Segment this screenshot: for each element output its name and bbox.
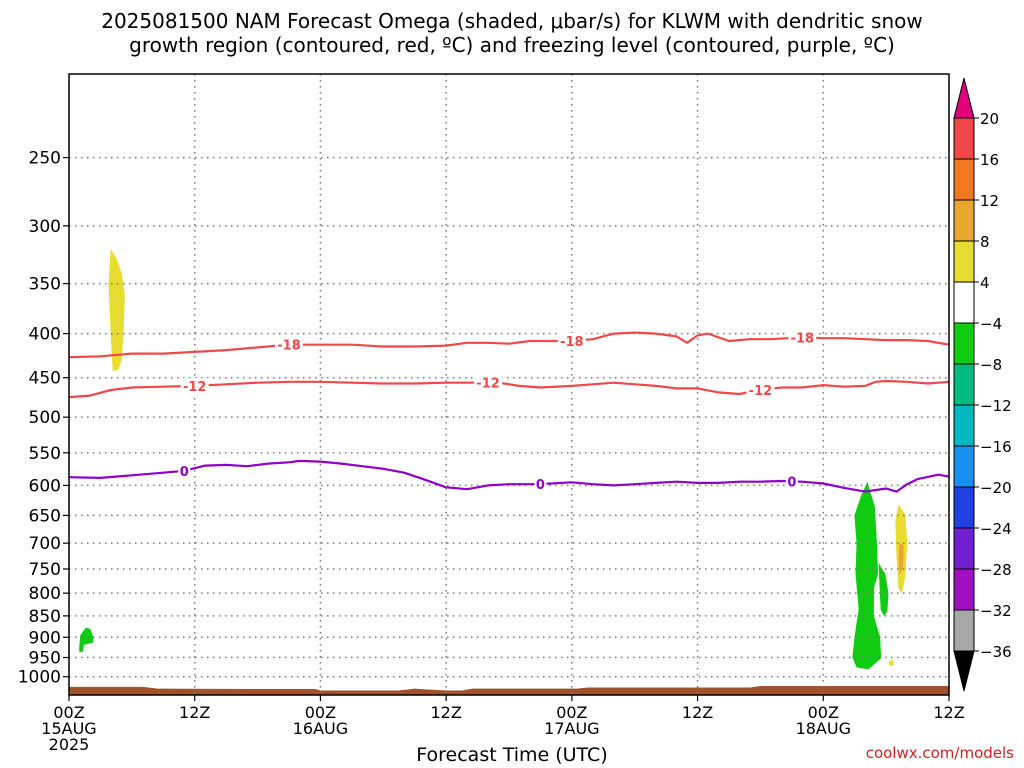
y-tick-label: 350 [29,275,61,295]
contour-line [68,379,950,399]
colorbar-box [953,240,975,283]
y-tick-label: 950 [29,649,61,669]
y-tick-label: 550 [29,444,61,464]
colorbar-label: −32 [980,602,1012,620]
contour-label-bg [275,336,303,353]
contour-line [68,459,950,493]
y-tick-label: 450 [29,369,61,389]
contour-label: -12 [183,380,207,395]
chart-title-line-1: 2025081500 NAM Forecast Omega (shaded, μ… [101,9,923,33]
x-tick-label: 12Z [933,703,964,722]
contour-label-bg [746,381,775,398]
x-tick-label: 00Z [808,703,839,722]
shaded-region-yellow-4-8-hour-4 [108,249,125,372]
y-tick-label: 500 [29,408,61,428]
contour-label-bg [788,329,817,346]
colorbar-label: −28 [980,561,1012,579]
shaded-region-green-hour-76 [852,481,882,670]
colorbar-label: −4 [980,315,1002,333]
colorbar-label: −8 [980,356,1002,374]
y-tick-label: 400 [29,325,61,345]
plot-frame [68,73,950,696]
colorbar-box [953,117,975,160]
shaded-region-terrain [69,686,949,695]
x-tick-label: 00Z [53,703,84,722]
contour-label: 0 [787,475,796,490]
contour-label-bg [180,377,209,394]
x-tick-label: 17AUG [544,719,599,738]
y-tick-label: 250 [29,149,61,169]
colorbar-box [953,199,975,242]
colorbar-box [953,527,975,570]
y-tick-label: 1000 [18,668,61,688]
contour-label-bg [534,475,547,492]
colorbar-label: 20 [980,110,999,128]
colorbar-box [953,158,975,201]
colorbar-box [953,281,975,324]
y-tick-label: 300 [29,217,61,237]
colorbar-box [953,404,975,447]
shaded-region-yellow-4-8-hour-78 [889,660,894,666]
contour-label: 0 [180,465,189,480]
contour-label: -12 [749,384,773,399]
contour-label-bg [474,374,503,391]
credit-text[interactable]: coolwx.com/models [865,744,1014,762]
colorbar-label: −24 [980,520,1012,538]
y-tick-label: 600 [29,476,61,496]
contour-label: -18 [791,331,815,346]
colorbar-box [953,322,975,365]
x-tick-label: 16AUG [293,719,348,738]
colorbar-label: 4 [980,274,990,292]
colorbar-label: −16 [980,438,1012,456]
chart-title-line-2: growth region (contoured, red, ºC) and f… [129,33,895,57]
colorbar-box [953,568,975,611]
colorbar-label: −12 [980,397,1012,415]
colorbar-bottom-triangle [953,650,975,692]
colorbar-label: −36 [980,643,1012,661]
contour-label-bg [557,332,586,349]
x-tick-label: 00Z [305,703,336,722]
contour-label: -12 [476,377,500,392]
shaded-region-green-hour-77-streak [878,563,889,617]
y-tick-label: 650 [29,506,61,526]
shaded-region-orange-8-12-hour-79 [898,542,904,575]
contour-label-bg [785,473,798,490]
y-tick-label: 850 [29,607,61,627]
colorbar-label: 8 [980,233,990,251]
y-tick-label: 700 [29,534,61,554]
contour-label: -18 [560,335,584,350]
y-tick-label: 800 [29,584,61,604]
shaded-region-green-hour-2 [79,627,94,652]
x-tick-label: 12Z [430,703,461,722]
colorbar-label: 12 [980,192,999,210]
colorbar-box [953,609,975,652]
contour-label-bg [178,462,191,479]
x-tick-label: 15AUG [41,719,96,738]
colorbar-box [953,486,975,529]
colorbar-box [953,363,975,406]
colorbar-label: −20 [980,479,1012,497]
contour-label: -18 [277,339,301,354]
x-tick-label: 00Z [556,703,587,722]
y-tick-label: 750 [29,560,61,580]
x-tick-label: 12Z [682,703,713,722]
contour-label: 0 [536,478,545,493]
x-tick-label: 2025 [49,735,90,754]
x-tick-label: 18AUG [796,719,851,738]
colorbar-box [953,445,975,488]
y-tick-label: 900 [29,628,61,648]
x-tick-label: 12Z [179,703,210,722]
contour-line [68,331,950,359]
colorbar-label: 16 [980,151,999,169]
x-axis-label: Forecast Time (UTC) [416,744,608,766]
colorbar-top-triangle [953,77,975,119]
